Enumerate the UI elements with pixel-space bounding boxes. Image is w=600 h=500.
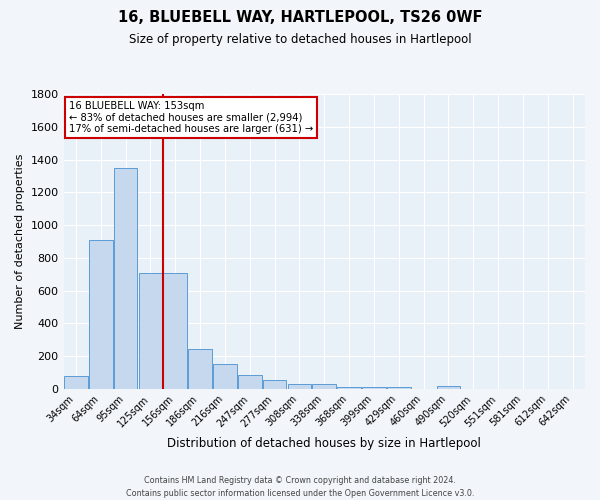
Bar [387, 387, 410, 389]
X-axis label: Distribution of detached houses by size in Hartlepool: Distribution of detached houses by size … [167, 437, 481, 450]
Bar [362, 387, 386, 389]
Bar [114, 168, 137, 389]
Bar [263, 380, 286, 389]
Bar [287, 384, 311, 389]
Text: 16 BLUEBELL WAY: 153sqm
← 83% of detached houses are smaller (2,994)
17% of semi: 16 BLUEBELL WAY: 153sqm ← 83% of detache… [68, 100, 313, 134]
Bar [64, 376, 88, 389]
Bar [163, 272, 187, 389]
Bar [139, 272, 162, 389]
Bar [238, 375, 262, 389]
Bar [188, 348, 212, 389]
Bar [213, 364, 237, 389]
Bar [337, 387, 361, 389]
Bar [437, 386, 460, 389]
Text: Contains HM Land Registry data © Crown copyright and database right 2024.
Contai: Contains HM Land Registry data © Crown c… [126, 476, 474, 498]
Text: Size of property relative to detached houses in Hartlepool: Size of property relative to detached ho… [128, 32, 472, 46]
Text: 16, BLUEBELL WAY, HARTLEPOOL, TS26 0WF: 16, BLUEBELL WAY, HARTLEPOOL, TS26 0WF [118, 10, 482, 25]
Y-axis label: Number of detached properties: Number of detached properties [15, 154, 25, 329]
Bar [313, 384, 336, 389]
Bar [89, 240, 113, 389]
